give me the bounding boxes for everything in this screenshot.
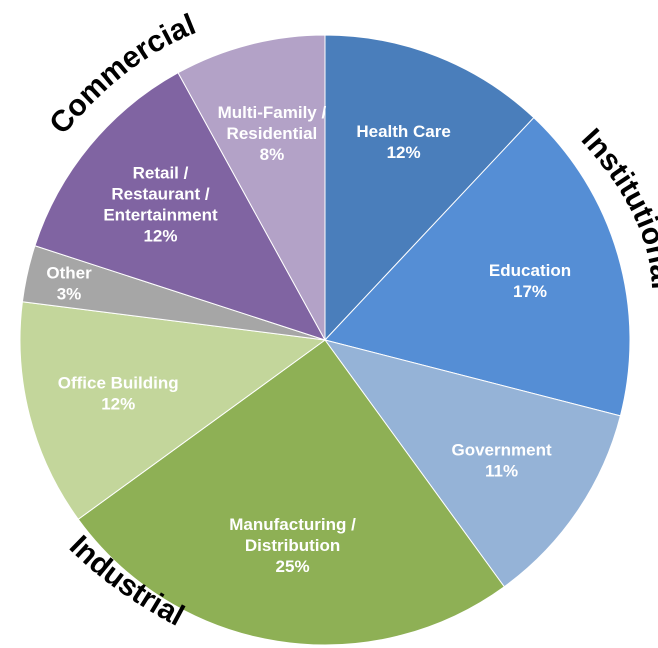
slice-labels: Health Care 12% Education 17% Government 11% M… xyxy=(46,103,571,576)
slice-label-line: Government xyxy=(452,441,552,460)
pie-slice-retail xyxy=(34,72,327,341)
slice-label-health-care: Health Care 12% xyxy=(356,122,450,162)
slice-label-multi-family: Multi-Family / Residential 8% xyxy=(218,103,327,164)
slice-label-line: Retail / xyxy=(133,163,189,182)
slice-label-line: 25% xyxy=(276,557,310,576)
slice-label-line: 11% xyxy=(485,462,518,481)
pie-slice-government xyxy=(323,339,622,588)
pie-slices xyxy=(19,34,631,646)
slice-label-other: Other 3% xyxy=(46,263,92,303)
slice-label-line: 17% xyxy=(513,282,547,301)
slice-label-line: Entertainment xyxy=(103,205,218,224)
slice-label-line: 3% xyxy=(57,284,82,303)
slice-label-line: Office Building xyxy=(58,374,179,393)
slice-label-line: 12% xyxy=(101,395,135,414)
pie-slice-office-building xyxy=(19,301,327,520)
slice-label-line: 8% xyxy=(260,145,285,164)
slice-label-line: 12% xyxy=(387,143,421,162)
pie-slice-education xyxy=(324,116,631,417)
slice-label-line: Health Care xyxy=(356,122,450,141)
slice-label-manufacturing: Manufacturing / Distribution 25% xyxy=(229,515,356,576)
pie-slice-manufacturing xyxy=(77,339,505,646)
slice-label-line: Other xyxy=(46,263,92,282)
slice-label-line: Multi-Family / xyxy=(218,103,327,122)
slice-label-line: Manufacturing / xyxy=(229,515,356,534)
slice-label-retail: Retail / Restaurant / Entertainment 12% xyxy=(103,163,218,245)
slice-label-office-building: Office Building 12% xyxy=(58,374,179,414)
slice-label-education: Education 17% xyxy=(489,261,571,301)
slice-label-line: Residential xyxy=(227,124,318,143)
slice-label-line: Distribution xyxy=(245,536,340,555)
slice-label-line: 12% xyxy=(143,226,177,245)
pie-slice-multi-family xyxy=(177,34,326,341)
pie-slice-health-care xyxy=(324,34,535,342)
slice-label-line: Education xyxy=(489,261,571,280)
slice-label-line: Restaurant / xyxy=(111,184,210,203)
slice-label-government: Government 11% xyxy=(452,441,552,481)
